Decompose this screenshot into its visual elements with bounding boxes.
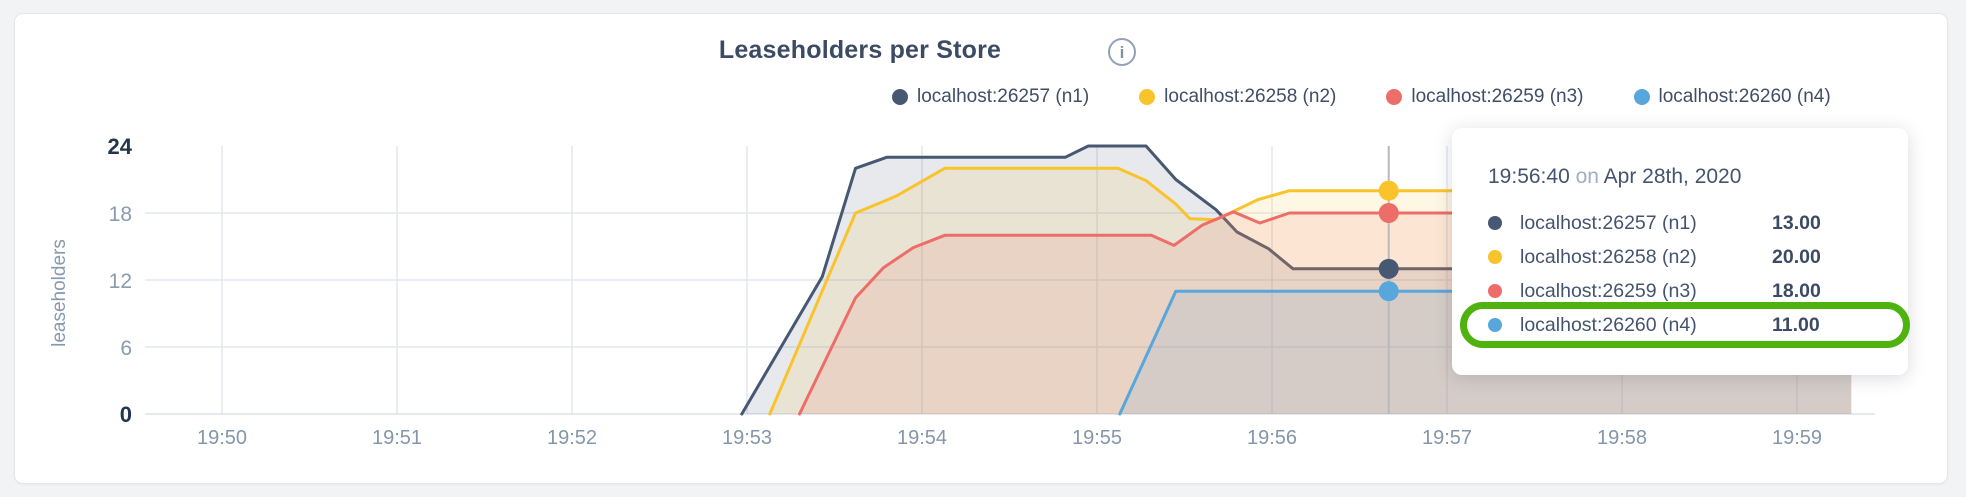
tooltip-time: 19:56:40	[1488, 165, 1570, 188]
y-axis-tick: 12	[109, 270, 132, 293]
x-axis-tick: 19:50	[197, 427, 247, 449]
legend-item-label: localhost:26257 (n1)	[917, 86, 1090, 107]
tooltip-row-highlighted: localhost:26260 (n4) 11.00	[1460, 302, 1910, 348]
tooltip-rows: localhost:26257 (n1) 13.00 localhost:26258…	[1460, 206, 1910, 348]
tooltip-series-value: 11.00	[1772, 313, 1820, 336]
tooltip-series-dot-icon	[1488, 284, 1502, 298]
x-axis-tick: 19:59	[1772, 427, 1822, 449]
tooltip-series-dot-icon	[1488, 318, 1502, 332]
x-axis-tick: 19:58	[1597, 427, 1647, 449]
x-axis-tick: 19:53	[722, 427, 772, 449]
hover-point	[1378, 203, 1399, 223]
x-axis-tick: 19:56	[1247, 427, 1297, 449]
x-axis-tick: 19:52	[547, 427, 597, 449]
hover-tooltip: 19:56:40 on Apr 28th, 2020 localhost:262…	[1452, 128, 1910, 375]
x-axis-tick: 19:55	[1072, 427, 1122, 449]
legend-series-dot-icon	[1139, 89, 1156, 105]
legend-series-dot-icon	[892, 89, 908, 105]
tooltip-series-label: localhost:26257 (n1)	[1520, 211, 1697, 234]
y-axis-tick: 6	[120, 337, 132, 360]
tooltip-row: localhost:26259 (n3) 18.00	[1488, 274, 1888, 308]
chart-legend: localhost:26257 (n1) localhost:26258 (n2)…	[892, 86, 1831, 108]
tooltip-series-value: 20.00	[1772, 245, 1821, 268]
series-line	[740, 144, 1853, 416]
x-axis-tick: 19:54	[897, 427, 947, 449]
hover-point	[1378, 258, 1399, 279]
legend-item: localhost:26258 (n2)	[1139, 86, 1336, 108]
y-axis-tick: 18	[109, 203, 132, 226]
series-line	[798, 210, 1853, 416]
hover-point	[1378, 281, 1399, 302]
legend-item-label: localhost:26259 (n3)	[1411, 86, 1584, 107]
y-axis-tick: 24	[108, 134, 133, 159]
tooltip-series-label: localhost:26259 (n3)	[1520, 279, 1697, 302]
tooltip-series-label: localhost:26260 (n4)	[1520, 313, 1697, 336]
tooltip-series-label: localhost:26258 (n2)	[1520, 245, 1697, 268]
chart-title: Leaseholders per Store	[718, 36, 1002, 64]
legend-item: localhost:26259 (n3)	[1386, 86, 1584, 108]
series-line	[768, 166, 1853, 416]
y-axis-tick: 0	[120, 402, 132, 427]
tooltip-series-value: 13.00	[1772, 211, 1821, 234]
legend-item-label: localhost:26258 (n2)	[1164, 86, 1337, 107]
tooltip-conjunction: on	[1575, 165, 1599, 188]
tooltip-row: localhost:26258 (n2) 20.00	[1488, 240, 1888, 274]
legend-item: localhost:26260 (n4)	[1633, 86, 1831, 108]
tooltip-row: localhost:26257 (n1) 13.00	[1488, 206, 1888, 240]
legend-series-dot-icon	[1386, 89, 1403, 105]
tooltip-series-dot-icon	[1488, 250, 1502, 264]
info-icon-glyph: i	[1119, 42, 1125, 62]
legend-item-label: localhost:26260 (n4)	[1658, 86, 1831, 107]
legend-item: localhost:26257 (n1)	[892, 86, 1089, 108]
y-axis-label: leaseholders	[49, 239, 70, 347]
tooltip-series-dot-icon	[1488, 216, 1502, 230]
tooltip-timestamp: 19:56:40 on Apr 28th, 2020	[1488, 164, 1888, 190]
tooltip-date: Apr 28th, 2020	[1603, 165, 1742, 188]
legend-series-dot-icon	[1633, 89, 1650, 105]
x-axis-tick: 19:57	[1422, 427, 1472, 449]
info-icon[interactable]: i	[1108, 38, 1136, 66]
hover-point	[1378, 180, 1399, 201]
tooltip-series-value: 18.00	[1772, 279, 1821, 302]
x-axis-tick: 19:51	[372, 427, 422, 449]
